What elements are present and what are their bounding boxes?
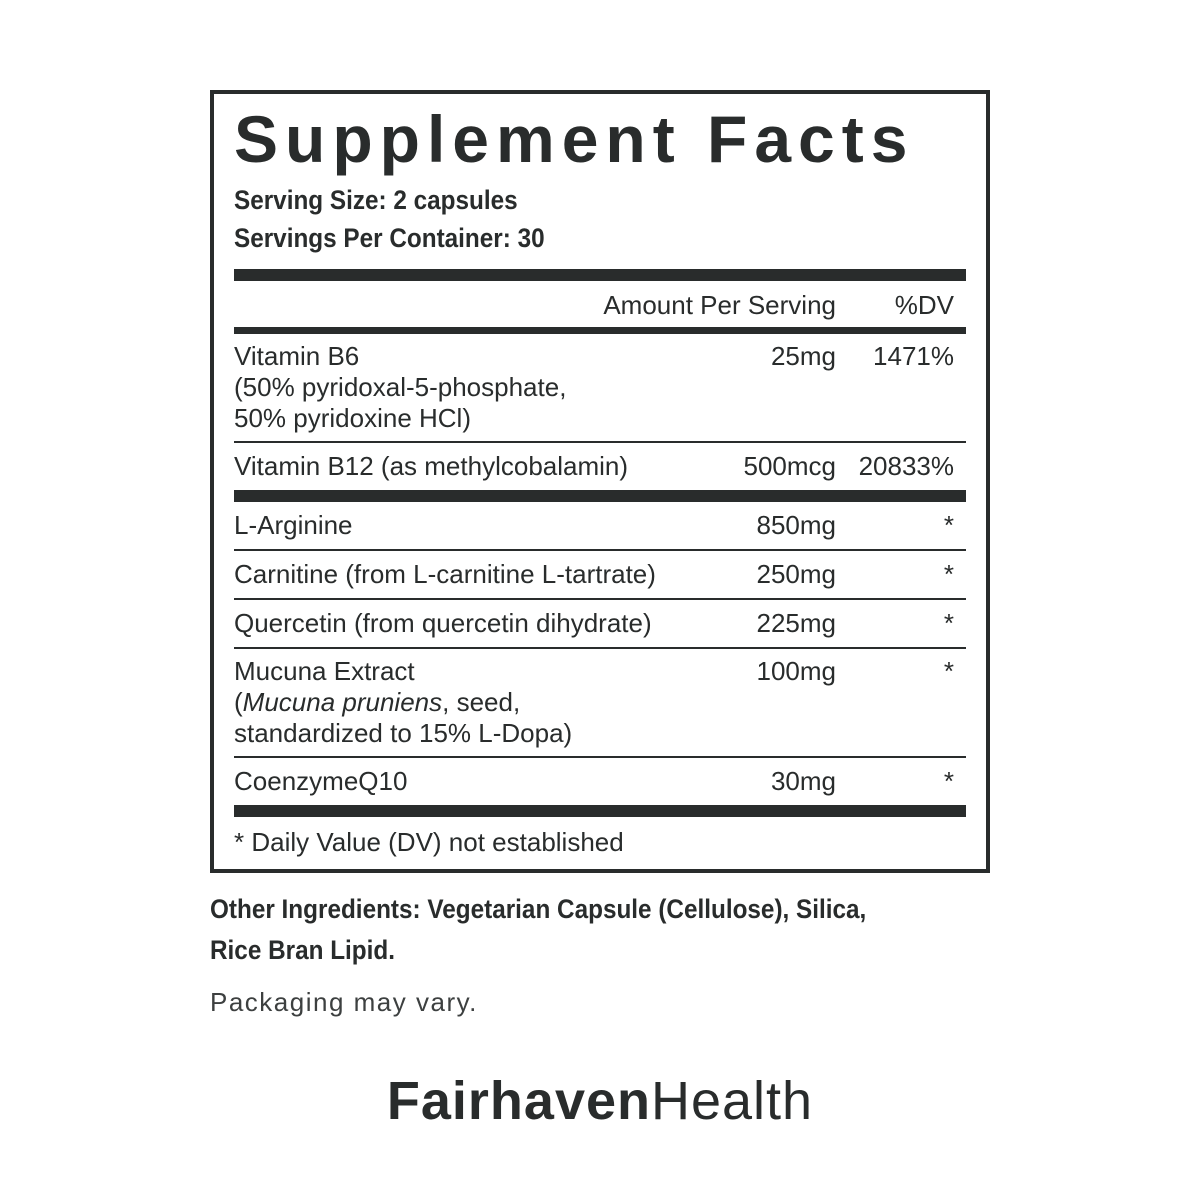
packaging-note-text: Packaging may vary.	[210, 987, 478, 1018]
other-ingredients-line-text: Other Ingredients: Vegetarian Capsule (C…	[210, 894, 867, 925]
ingredient-row-main: Quercetin (from quercetin dihydrate) 225m…	[234, 608, 966, 639]
separator-thin	[234, 598, 966, 601]
ingredient-rows: Vitamin B6 25mg 1471% (50% pyridoxal-5-phos…	[234, 334, 966, 818]
ingredient-row: L-Arginine 850mg *	[234, 502, 966, 549]
other-ingredients-line-text: Rice Bran Lipid.	[210, 935, 395, 966]
brand-logo-bold-part: Fairhaven	[386, 1071, 651, 1132]
servings-per-container-line: Servings Per Container: 30	[234, 219, 966, 257]
ingredient-row: Vitamin B12 (as methylcobalamin) 500mcg 20…	[234, 443, 966, 490]
supplement-facts-title: Supplement Facts	[234, 102, 915, 176]
ingredient-dv: 1471%	[873, 341, 954, 372]
ingredient-name: Carnitine (from L-carnitine L-tartrate)	[234, 559, 656, 590]
other-ingredients-text: Other Ingredients: Vegetarian Capsule (C…	[210, 889, 990, 971]
ingredient-name: CoenzymeQ10	[234, 766, 408, 797]
ingredient-subline: (Mucuna pruniens, seed,	[234, 687, 521, 718]
ingredient-amount: 850mg	[756, 510, 837, 541]
separator-thin	[234, 647, 966, 650]
ingredient-dv: *	[943, 608, 954, 639]
column-header-percent-dv: %DV	[894, 290, 954, 321]
serving-size-text: Serving Size: 2 capsules	[234, 185, 518, 216]
label-content: Supplement Facts Serving Size: 2 capsule…	[210, 90, 990, 1132]
ingredient-dv: 20833%	[858, 451, 954, 482]
ingredient-amount: 30mg	[770, 766, 836, 797]
ingredient-subline: (50% pyridoxal-5-phosphate,	[234, 372, 567, 403]
ingredient-amount: 225mg	[756, 608, 837, 639]
ingredient-dv: *	[943, 766, 954, 797]
ingredient-dv: *	[943, 510, 954, 541]
ingredient-dv: *	[943, 656, 954, 687]
column-header-amount-per-serving: Amount Per Serving	[603, 290, 836, 321]
ingredient-row-main: Carnitine (from L-carnitine L-tartrate) 2…	[234, 559, 966, 590]
brand-logo-light-part: Health	[651, 1071, 814, 1132]
separator-thick	[234, 490, 966, 503]
separator-thick	[234, 269, 966, 282]
ingredient-row: Mucuna Extract 100mg * (Mucuna pruniens, se…	[234, 649, 966, 756]
ingredient-row: Vitamin B6 25mg 1471% (50% pyridoxal-5-phos…	[234, 334, 966, 441]
ingredient-name: Vitamin B12 (as methylcobalamin)	[234, 451, 629, 482]
ingredient-subline: 50% pyridoxine HCl)	[234, 403, 471, 434]
ingredient-row: CoenzymeQ10 30mg *	[234, 758, 966, 805]
ingredient-name: Mucuna Extract	[234, 656, 415, 687]
other-ingredients-line: Other Ingredients: Vegetarian Capsule (C…	[210, 889, 990, 930]
separator-thin	[234, 756, 966, 759]
packaging-note: Packaging may vary.	[210, 987, 990, 1018]
ingredient-dv: *	[943, 559, 954, 590]
servings-per-container-text: Servings Per Container: 30	[234, 223, 545, 254]
ingredient-name: L-Arginine	[234, 510, 353, 541]
other-ingredients-line: Rice Bran Lipid.	[210, 930, 990, 971]
ingredient-row: Quercetin (from quercetin dihydrate) 225m…	[234, 600, 966, 647]
ingredient-row-main: Vitamin B12 (as methylcobalamin) 500mcg 20…	[234, 451, 966, 482]
separator-thin	[234, 441, 966, 444]
supplement-facts-panel: Supplement Facts Serving Size: 2 capsule…	[210, 90, 990, 874]
separator-medium	[234, 327, 966, 335]
separator-thin	[234, 549, 966, 552]
table-header-row: Amount Per Serving %DV	[234, 281, 966, 327]
ingredient-amount: 25mg	[770, 341, 836, 372]
daily-value-footnote: * Daily Value (DV) not established	[234, 827, 624, 858]
separator-thick	[234, 805, 966, 818]
brand-logo: FairhavenHealth	[210, 1070, 990, 1132]
ingredient-amount: 500mcg	[743, 451, 837, 482]
ingredient-row-main: L-Arginine 850mg *	[234, 510, 966, 541]
serving-size-line: Serving Size: 2 capsules	[234, 181, 966, 219]
ingredient-name: Vitamin B6	[234, 341, 360, 372]
ingredient-amount: 250mg	[756, 559, 837, 590]
ingredient-row-main: Vitamin B6 25mg 1471%	[234, 341, 966, 372]
ingredient-row-main: CoenzymeQ10 30mg *	[234, 766, 966, 797]
ingredient-name: Quercetin (from quercetin dihydrate)	[234, 608, 652, 639]
ingredient-amount: 100mg	[756, 656, 837, 687]
ingredient-subline: standardized to 15% L-Dopa)	[234, 718, 573, 749]
ingredient-row-main: Mucuna Extract 100mg *	[234, 656, 966, 687]
ingredient-row: Carnitine (from L-carnitine L-tartrate) 2…	[234, 551, 966, 598]
